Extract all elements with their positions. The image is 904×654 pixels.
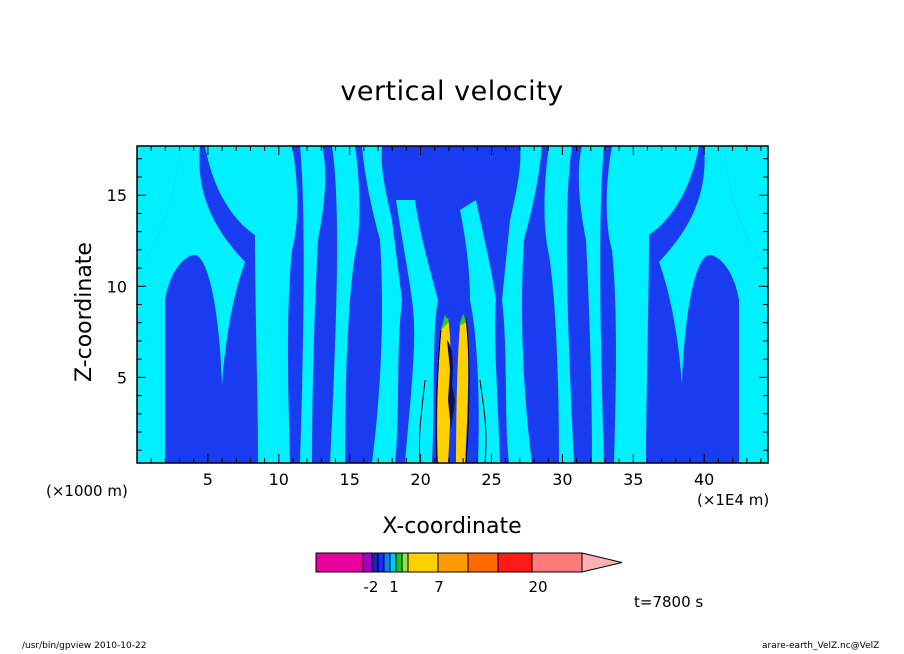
colorbar-swatch xyxy=(377,552,385,573)
storm-core xyxy=(437,314,469,463)
contour-field xyxy=(137,146,768,463)
chart-title: vertical velocity xyxy=(340,76,564,107)
colorbar-swatch xyxy=(467,552,499,573)
cyan-regions xyxy=(137,146,768,463)
colorbar-swatch xyxy=(389,552,397,573)
colorbar-swatch xyxy=(437,552,469,573)
colorbar-swatch xyxy=(497,552,533,573)
colorbar-ticks: -2 1 7 20 xyxy=(364,578,548,596)
x-tick-label: 40 xyxy=(694,470,714,489)
footer-file: arare-earth_VelZ.nc@VelZ xyxy=(762,641,880,651)
y-tick-label: 5 xyxy=(117,368,127,387)
y-tick-label: 10 xyxy=(107,277,127,296)
colorbar-swatch xyxy=(315,552,364,573)
colorbar-swatch xyxy=(395,552,403,573)
time-label: t=7800 s xyxy=(634,593,704,611)
colorbar xyxy=(315,552,623,573)
colorbar-swatch xyxy=(362,552,373,573)
x-unit-label-left: (×1000 m) xyxy=(46,482,128,500)
colorbar-tick-label: 1 xyxy=(389,578,399,596)
x-tick-label: 25 xyxy=(481,470,501,489)
y-tick-label: 15 xyxy=(107,186,127,205)
colorbar-tick-label: 7 xyxy=(434,578,444,596)
colorbar-tick-label: -2 xyxy=(364,578,379,596)
x-ticks: 5 10 15 20 25 30 35 40 xyxy=(150,146,762,489)
x-tick-label: 5 xyxy=(203,470,213,489)
colorbar-swatch xyxy=(401,552,409,573)
y-ticks: 5 10 15 xyxy=(107,158,768,451)
colorbar-swatch xyxy=(371,552,379,573)
colorbar-arrow xyxy=(581,552,623,573)
x-tick-label: 10 xyxy=(269,470,289,489)
x-tick-label: 35 xyxy=(623,470,643,489)
x-unit-label-right: (×1E4 m) xyxy=(697,491,770,509)
x-tick-label: 20 xyxy=(410,470,430,489)
colorbar-tick-label: 20 xyxy=(528,578,547,596)
colorbar-swatch xyxy=(531,552,583,573)
colorbar-swatch xyxy=(407,552,439,573)
colorbar-swatch xyxy=(383,552,391,573)
x-tick-label: 15 xyxy=(340,470,360,489)
y-axis-label: Z-coordinate xyxy=(72,242,97,382)
x-tick-label: 30 xyxy=(552,470,572,489)
x-axis-label: X-coordinate xyxy=(382,514,522,539)
footer-program: /usr/bin/gpview 2010-10-22 xyxy=(22,641,147,651)
